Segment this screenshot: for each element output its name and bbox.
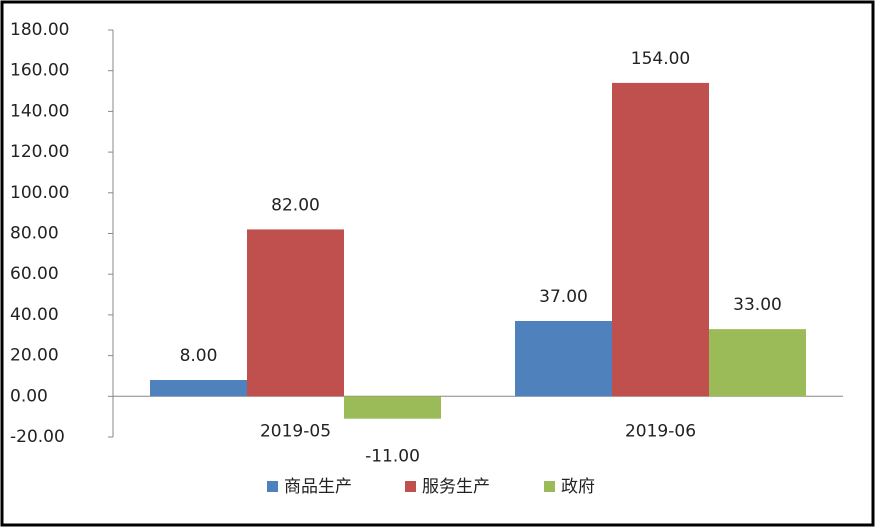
y-tick-label: 40.00: [10, 305, 59, 325]
value-label: -11.00: [365, 447, 420, 467]
value-label: 37.00: [539, 287, 588, 307]
x-tick-label: 2019-06: [625, 421, 696, 441]
legend-label: 商品生产: [284, 477, 352, 497]
value-label: 154.00: [631, 49, 690, 69]
y-tick-label: 140.00: [10, 101, 69, 121]
y-tick-label: 180.00: [10, 20, 69, 40]
y-tick-label: 0.00: [10, 386, 48, 406]
y-tick-label: 20.00: [10, 346, 59, 366]
legend-label: 服务生产: [422, 477, 490, 497]
y-tick-label: 120.00: [10, 142, 69, 162]
x-tick-label: 2019-05: [260, 421, 331, 441]
bar: [709, 329, 806, 397]
bar: [247, 229, 344, 397]
y-tick-label: 160.00: [10, 61, 69, 81]
y-tick-label: 100.00: [10, 183, 69, 203]
bar: [612, 82, 709, 397]
y-tick-label: 80.00: [10, 224, 59, 244]
legend-label: 政府: [561, 477, 595, 497]
bar: [515, 321, 612, 397]
y-tick-label: 60.00: [10, 264, 59, 284]
y-tick-label: -20.00: [10, 427, 65, 447]
legend-swatch: [267, 481, 278, 492]
value-label: 33.00: [733, 295, 782, 315]
value-label: 82.00: [271, 195, 320, 215]
bar: [344, 396, 441, 419]
bar: [150, 380, 247, 397]
legend-swatch: [544, 481, 555, 492]
legend-swatch: [405, 481, 416, 492]
value-label: 8.00: [180, 346, 218, 366]
